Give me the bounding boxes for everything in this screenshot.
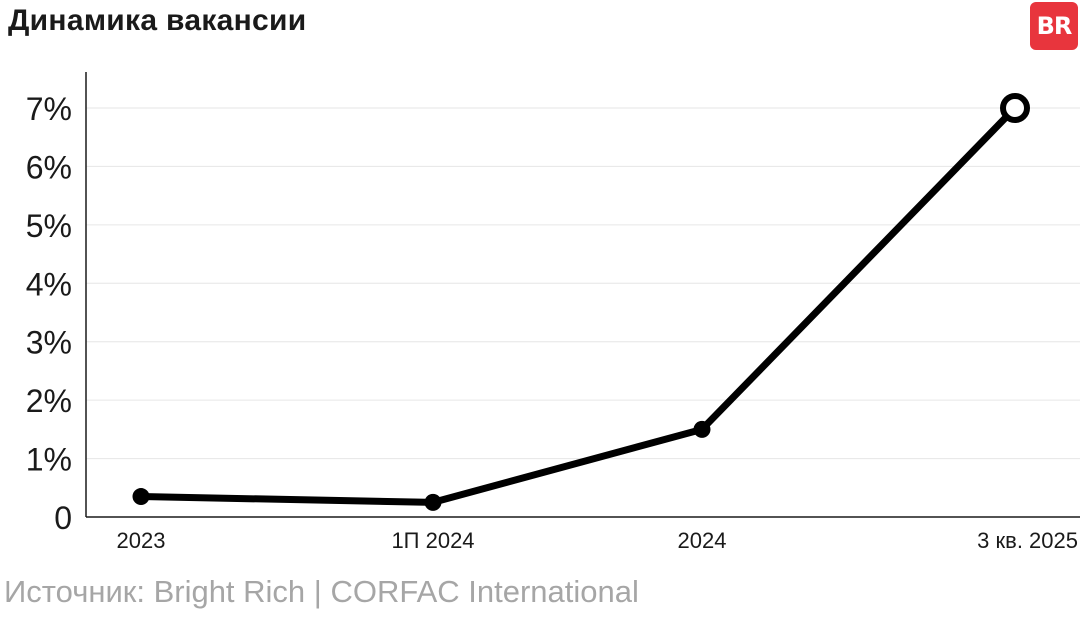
y-tick-label: 7%	[26, 91, 72, 127]
data-point	[424, 493, 442, 511]
series-line	[137, 104, 1019, 506]
axes	[85, 72, 1080, 518]
y-tick-label: 0	[54, 500, 72, 536]
y-tick-label: 1%	[26, 442, 72, 478]
y-tick-labels: 0 1% 2% 3% 4% 5% 6% 7%	[26, 91, 72, 536]
y-tick-label: 5%	[26, 208, 72, 244]
x-tick-label: 1П 2024	[391, 528, 474, 553]
x-tick-label: 2023	[117, 528, 166, 553]
y-tick-label: 6%	[26, 149, 72, 185]
data-point	[132, 488, 150, 506]
x-tick-labels: 2023 1П 2024 2024 3 кв. 2025	[117, 528, 1078, 553]
y-tick-label: 2%	[26, 383, 72, 419]
source-note: Источник: Bright Rich | CORFAC Internati…	[4, 574, 639, 609]
brand-logo: BR	[1030, 2, 1078, 50]
x-tick-label: 3 кв. 2025	[977, 528, 1078, 553]
data-point-highlight	[1000, 93, 1030, 123]
chart-title: Динамика вакансии	[8, 4, 307, 37]
y-tick-label: 4%	[26, 266, 72, 302]
series-line-path	[137, 104, 1019, 506]
y-tick-label: 3%	[26, 325, 72, 361]
x-tick-label: 2024	[678, 528, 727, 553]
data-point	[693, 420, 711, 438]
grid-lines	[86, 107, 1080, 460]
data-points	[132, 93, 1030, 511]
